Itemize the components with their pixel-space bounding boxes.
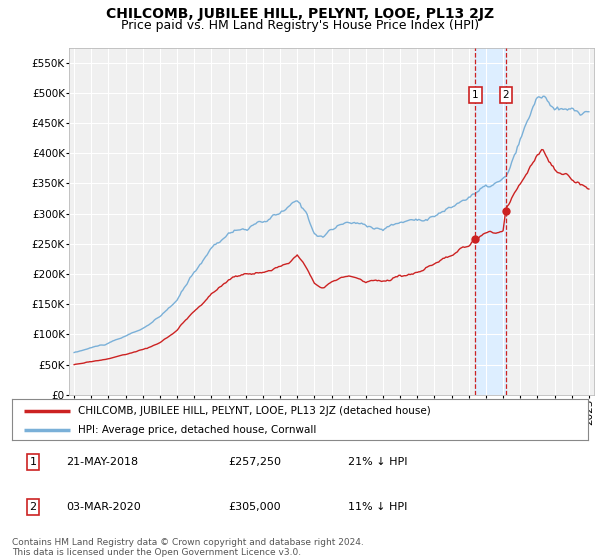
Text: Contains HM Land Registry data © Crown copyright and database right 2024.
This d: Contains HM Land Registry data © Crown c… (12, 538, 364, 557)
Text: 21% ↓ HPI: 21% ↓ HPI (348, 457, 407, 467)
Text: CHILCOMB, JUBILEE HILL, PELYNT, LOOE, PL13 2JZ (detached house): CHILCOMB, JUBILEE HILL, PELYNT, LOOE, PL… (78, 405, 431, 416)
Text: 11% ↓ HPI: 11% ↓ HPI (348, 502, 407, 512)
Text: £305,000: £305,000 (228, 502, 281, 512)
Text: 21-MAY-2018: 21-MAY-2018 (66, 457, 138, 467)
Text: HPI: Average price, detached house, Cornwall: HPI: Average price, detached house, Corn… (78, 424, 317, 435)
Text: 2: 2 (503, 90, 509, 100)
Text: 1: 1 (29, 457, 37, 467)
Text: £257,250: £257,250 (228, 457, 281, 467)
Text: CHILCOMB, JUBILEE HILL, PELYNT, LOOE, PL13 2JZ: CHILCOMB, JUBILEE HILL, PELYNT, LOOE, PL… (106, 7, 494, 21)
Bar (475, 48, 506, 395)
Text: 1: 1 (472, 90, 479, 100)
Text: 03-MAR-2020: 03-MAR-2020 (66, 502, 141, 512)
Text: 2: 2 (29, 502, 37, 512)
Text: Price paid vs. HM Land Registry's House Price Index (HPI): Price paid vs. HM Land Registry's House … (121, 19, 479, 32)
